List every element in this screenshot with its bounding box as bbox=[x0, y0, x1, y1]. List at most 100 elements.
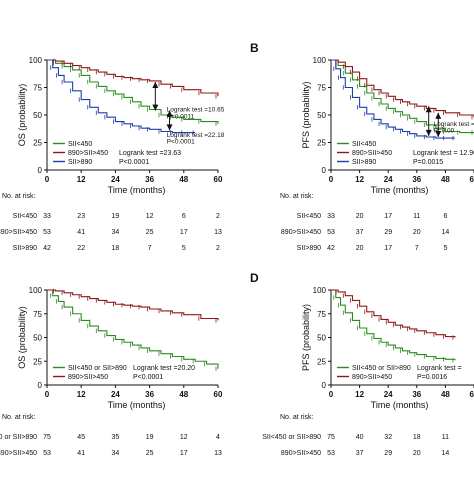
legend-entry: 890>SII>450 bbox=[352, 150, 392, 157]
risk-count: 14 bbox=[442, 450, 450, 457]
legend-entry: SII<450 bbox=[68, 141, 92, 148]
risk-count: 17 bbox=[384, 245, 392, 252]
stat-annotation: Logrank test =10.65 bbox=[167, 107, 225, 114]
x-tick-label: 36 bbox=[412, 390, 421, 399]
risk-row-label: SII<450 bbox=[13, 213, 37, 220]
risk-count: 11 bbox=[413, 213, 420, 220]
risk-count: 37 bbox=[356, 450, 364, 457]
arrow-up-icon bbox=[166, 110, 173, 117]
risk-count: 45 bbox=[77, 434, 85, 441]
risk-count: 41 bbox=[77, 229, 85, 236]
km-curve-1 bbox=[331, 289, 456, 361]
y-tick-label: 50 bbox=[33, 111, 42, 120]
x-tick-label: 0 bbox=[329, 390, 334, 399]
risk-row-label: SII<450 or SII>890 bbox=[0, 434, 37, 441]
risk-table-title: No. at risk: bbox=[280, 193, 314, 200]
risk-table-title: No. at risk: bbox=[280, 414, 314, 421]
arrow-down-icon bbox=[425, 129, 432, 136]
legend-entry: 890>SII>450 bbox=[68, 374, 108, 381]
legend-stat: Logrank test = 12.96 bbox=[413, 150, 474, 157]
risk-count: 20 bbox=[356, 213, 364, 220]
risk-row-label: SII<450 or SII>890 bbox=[262, 434, 321, 441]
risk-row-label: 890>SII>450 bbox=[281, 229, 321, 236]
risk-count: 20 bbox=[356, 245, 364, 252]
risk-table-title: No. at risk: bbox=[2, 193, 36, 200]
stat-annotation: P<0.0001 bbox=[167, 139, 195, 146]
x-axis-title: Time (months) bbox=[108, 185, 166, 195]
risk-count: 42 bbox=[327, 245, 335, 252]
y-axis-title: PFS (probability) bbox=[301, 81, 311, 148]
risk-count: 17 bbox=[180, 450, 188, 457]
y-tick-label: 25 bbox=[317, 139, 326, 148]
risk-count: 29 bbox=[384, 229, 392, 236]
arrow-up-icon bbox=[435, 112, 442, 119]
x-tick-label: 60 bbox=[214, 175, 223, 184]
stat-annotation: P=0.0011 bbox=[167, 113, 195, 120]
x-tick-label: 0 bbox=[329, 175, 334, 184]
risk-count: 12 bbox=[146, 213, 154, 220]
risk-count: 19 bbox=[112, 213, 120, 220]
x-tick-label: 24 bbox=[384, 390, 393, 399]
y-axis-title: OS (probability) bbox=[17, 84, 27, 147]
risk-row-label: SII>890 bbox=[297, 245, 321, 252]
risk-count: 25 bbox=[146, 229, 154, 236]
x-tick-label: 48 bbox=[441, 390, 450, 399]
risk-count: 17 bbox=[180, 229, 188, 236]
legend-stat: P<0.0001 bbox=[133, 374, 163, 381]
risk-count: 19 bbox=[146, 434, 154, 441]
risk-count: 75 bbox=[327, 434, 335, 441]
risk-count: 2 bbox=[216, 245, 220, 252]
x-tick-label: 60 bbox=[470, 390, 474, 399]
legend-entry: SII<450 or SII>890 bbox=[352, 365, 411, 372]
stat-annotation: Logrank test =22.18 bbox=[167, 132, 225, 139]
x-tick-label: 36 bbox=[412, 175, 421, 184]
km-curve-1 bbox=[331, 59, 474, 134]
arrow-down-icon bbox=[152, 104, 159, 111]
risk-count: 35 bbox=[112, 434, 120, 441]
x-tick-label: 12 bbox=[355, 390, 364, 399]
y-tick-label: 0 bbox=[322, 381, 327, 390]
risk-count: 40 bbox=[356, 434, 364, 441]
panel-letter: D bbox=[250, 271, 259, 285]
y-tick-label: 25 bbox=[33, 357, 42, 366]
y-tick-label: 100 bbox=[313, 56, 327, 65]
arrow-up-icon bbox=[152, 82, 159, 88]
risk-count: 14 bbox=[442, 229, 450, 236]
arrow-down-icon bbox=[166, 124, 173, 131]
x-tick-label: 24 bbox=[111, 175, 120, 184]
km-panel-c: 0 25 50 75 100 0 12 24 36 48 60 Time (months) OS (pr… bbox=[0, 286, 223, 457]
y-tick-label: 75 bbox=[317, 310, 326, 319]
risk-count: 32 bbox=[384, 434, 392, 441]
risk-row-label: SII>890 bbox=[13, 245, 37, 252]
legend-entry: SII<450 bbox=[352, 141, 376, 148]
risk-count: 53 bbox=[43, 450, 51, 457]
legend-stat: Logrank test = bbox=[417, 365, 462, 372]
km-curve-2 bbox=[331, 289, 456, 338]
y-tick-label: 25 bbox=[33, 139, 42, 148]
arrow-up-icon bbox=[425, 106, 432, 113]
risk-count: 23 bbox=[77, 213, 85, 220]
km-panel-b: B025507510001224364860Time (months)PFS (… bbox=[250, 41, 474, 252]
x-tick-label: 36 bbox=[145, 390, 154, 399]
y-tick-label: 0 bbox=[38, 381, 43, 390]
risk-count: 18 bbox=[112, 245, 120, 252]
risk-table-title: No. at risk: bbox=[2, 414, 36, 421]
y-tick-label: 75 bbox=[33, 84, 42, 93]
risk-count: 75 bbox=[43, 434, 51, 441]
x-tick-label: 60 bbox=[214, 390, 223, 399]
risk-count: 17 bbox=[384, 213, 392, 220]
x-tick-label: 36 bbox=[145, 175, 154, 184]
y-tick-label: 75 bbox=[317, 84, 326, 93]
km-curve-2 bbox=[47, 59, 219, 97]
km-curve-1 bbox=[47, 289, 219, 369]
y-tick-label: 100 bbox=[29, 286, 43, 295]
stat-annotation: Logrank test = bbox=[433, 121, 474, 128]
arrow-down-icon bbox=[435, 131, 442, 137]
risk-count: 25 bbox=[146, 450, 154, 457]
risk-count: 42 bbox=[43, 245, 51, 252]
risk-count: 11 bbox=[442, 434, 449, 441]
x-tick-label: 60 bbox=[470, 175, 474, 184]
km-curve-3 bbox=[47, 59, 196, 134]
